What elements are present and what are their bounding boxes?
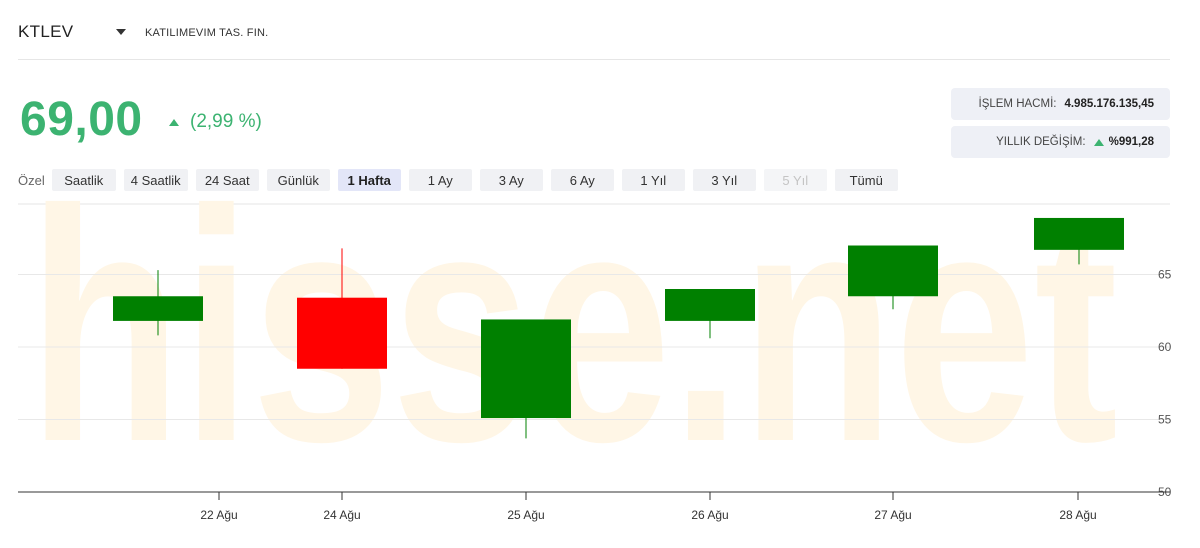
chevron-down-icon[interactable] xyxy=(116,29,126,35)
yearly-change-box: YILLIK DEĞİŞİM: %991,28 xyxy=(951,126,1170,158)
x-tick-label: 25 Ağu xyxy=(507,508,544,522)
range-button-daily[interactable]: Günlük xyxy=(266,169,330,191)
volume-box: İŞLEM HACMİ: 4.985.176.135,45 xyxy=(951,88,1170,120)
range-button-24-hours[interactable]: 24 Saat xyxy=(195,169,259,191)
range-button-all[interactable]: Tümü xyxy=(834,169,898,191)
candle-body-up[interactable] xyxy=(1034,217,1124,250)
range-button-3-months[interactable]: 3 Ay xyxy=(479,169,543,191)
volume-label: İŞLEM HACMİ: xyxy=(978,98,1057,110)
candle-body-up[interactable] xyxy=(481,319,571,419)
range-button-4-hourly[interactable]: 4 Saatlik xyxy=(123,169,188,191)
range-button-5-years: 5 Yıl xyxy=(763,169,827,191)
candle-body-up[interactable] xyxy=(113,296,203,321)
y-tick-label: 65 xyxy=(1158,268,1172,282)
range-button-1-week[interactable]: 1 Hafta xyxy=(337,169,401,191)
current-price: 69,00 xyxy=(20,93,143,146)
header-bar: KTLEV KATILIMEVIM TAS. FIN. xyxy=(18,0,1170,60)
company-name: KATILIMEVIM TAS. FIN. xyxy=(145,27,269,39)
y-tick-label: 55 xyxy=(1158,413,1172,427)
watermark-text: hisse.net xyxy=(28,200,1118,510)
yearly-change-label: YILLIK DEĞİŞİM: xyxy=(996,136,1086,148)
ticker-symbol: KTLEV xyxy=(18,22,74,41)
x-tick-label: 22 Ağu xyxy=(200,508,237,522)
y-tick-label: 60 xyxy=(1158,340,1172,354)
x-tick-label: 28 Ağu xyxy=(1059,508,1096,522)
range-selector: Özel Saatlik 4 Saatlik 24 Saat Günlük 1 … xyxy=(18,169,906,191)
range-button-hourly[interactable]: Saatlik xyxy=(51,169,116,191)
candle-body-down[interactable] xyxy=(297,297,387,369)
candle-body-up[interactable] xyxy=(848,245,938,297)
triangle-up-icon xyxy=(169,119,179,126)
yearly-change-value: %991,28 xyxy=(1108,136,1154,148)
candle-body-up[interactable] xyxy=(665,289,755,321)
range-button-3-years[interactable]: 3 Yıl xyxy=(692,169,756,191)
range-custom-label[interactable]: Özel xyxy=(18,172,45,188)
range-button-6-months[interactable]: 6 Ay xyxy=(550,169,614,191)
x-tick-label: 24 Ağu xyxy=(323,508,360,522)
triangle-up-icon xyxy=(1093,138,1104,146)
x-tick-label: 26 Ağu xyxy=(691,508,728,522)
volume-value: 4.985.176.135,45 xyxy=(1064,98,1154,110)
x-tick-label: 27 Ağu xyxy=(874,508,911,522)
range-button-1-year[interactable]: 1 Yıl xyxy=(621,169,685,191)
price-change: (2,99 %) xyxy=(190,111,262,132)
range-button-1-month[interactable]: 1 Ay xyxy=(408,169,472,191)
